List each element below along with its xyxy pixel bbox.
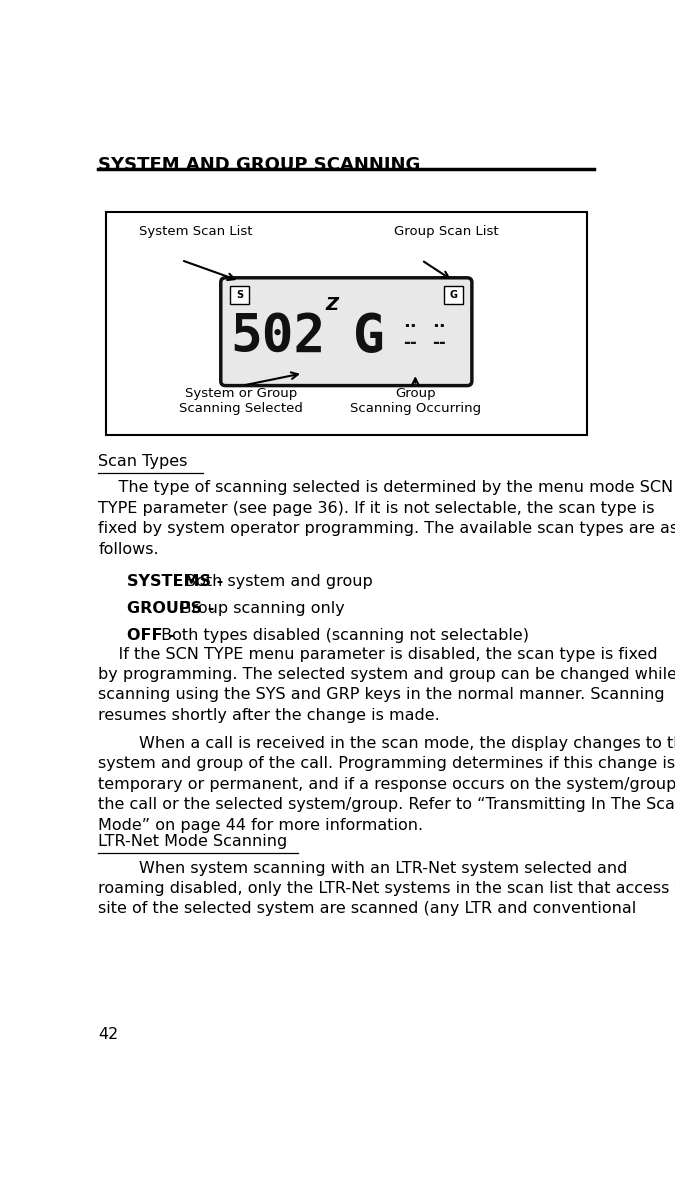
Text: If the SCN TYPE menu parameter is disabled, the scan type is fixed
by programmin: If the SCN TYPE menu parameter is disabl… <box>99 646 675 722</box>
Text: SYSTEMS -: SYSTEMS - <box>127 575 223 589</box>
Text: Group scanning only: Group scanning only <box>174 601 345 616</box>
Text: Group Scan List: Group Scan List <box>394 225 499 238</box>
Text: --: -- <box>432 334 446 352</box>
Text: System Scan List: System Scan List <box>138 225 252 238</box>
FancyBboxPatch shape <box>106 211 587 435</box>
FancyBboxPatch shape <box>444 286 462 304</box>
Text: 42: 42 <box>99 1026 119 1042</box>
Text: OFF -: OFF - <box>127 628 175 644</box>
Text: Both system and group: Both system and group <box>180 575 373 589</box>
Text: System or Group
Scanning Selected: System or Group Scanning Selected <box>179 387 303 415</box>
FancyBboxPatch shape <box>221 278 472 385</box>
Text: --: -- <box>403 334 416 352</box>
Text: ··: ·· <box>432 318 446 336</box>
Text: LTR-Net Mode Scanning: LTR-Net Mode Scanning <box>99 833 288 849</box>
Text: GROUPS -: GROUPS - <box>127 601 215 616</box>
Text: 502: 502 <box>230 311 326 362</box>
Text: S: S <box>236 290 243 300</box>
Text: Both types disabled (scanning not selectable): Both types disabled (scanning not select… <box>157 628 529 644</box>
Text: Z: Z <box>326 296 339 313</box>
Text: Scan Types: Scan Types <box>99 454 188 470</box>
Text: SYSTEM AND GROUP SCANNING: SYSTEM AND GROUP SCANNING <box>99 156 421 174</box>
Text: ··: ·· <box>403 318 416 336</box>
Text: G: G <box>353 311 385 362</box>
Text: G: G <box>450 290 457 300</box>
Text: The type of scanning selected is determined by the menu mode SCN
TYPE parameter : The type of scanning selected is determi… <box>99 480 675 557</box>
FancyBboxPatch shape <box>230 286 248 304</box>
Text: Group
Scanning Occurring: Group Scanning Occurring <box>350 387 481 415</box>
Text: When a call is received in the scan mode, the display changes to the
system and : When a call is received in the scan mode… <box>99 735 675 832</box>
Text: When system scanning with an LTR-Net system selected and
roaming disabled, only : When system scanning with an LTR-Net sys… <box>99 861 675 917</box>
